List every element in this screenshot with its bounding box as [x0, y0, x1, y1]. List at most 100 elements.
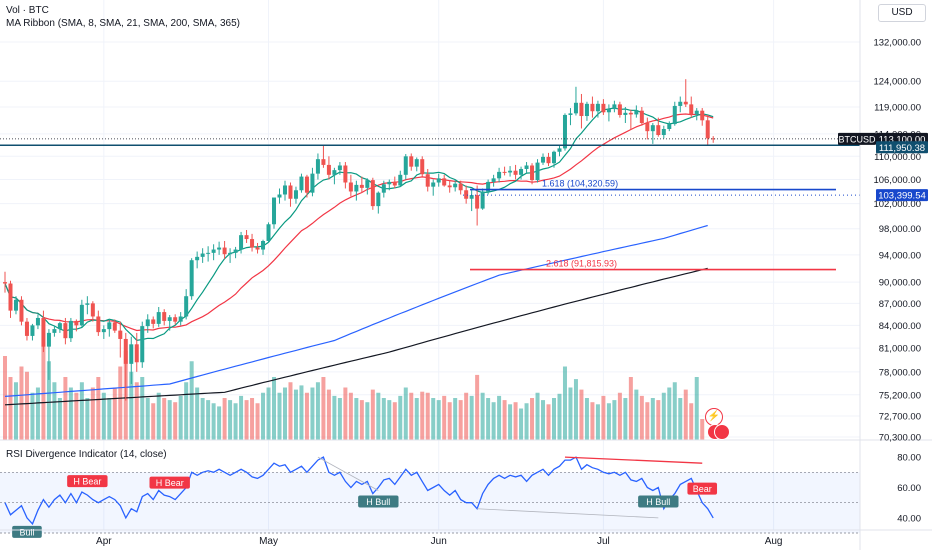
candle-body — [101, 329, 106, 333]
grid — [0, 0, 860, 530]
candle-body — [173, 317, 178, 322]
volume-bar — [606, 403, 611, 440]
candle-body — [156, 312, 161, 324]
price-tick-label: 110,000.00 — [874, 152, 921, 163]
candle-body — [398, 174, 403, 186]
volume-bar — [222, 398, 227, 440]
rsi-signal-bg — [687, 482, 718, 495]
ma365-line — [4, 267, 708, 406]
volume-bar — [272, 377, 277, 440]
price-tick-label: 72,700.00 — [879, 411, 921, 422]
price-tick-label: 75,200.00 — [879, 390, 921, 401]
volume-bar — [332, 395, 337, 440]
dotted-price-tag: 103,399.54 — [878, 191, 926, 202]
candle-body — [74, 320, 79, 326]
candle-body — [272, 197, 277, 225]
volume-bar — [628, 377, 633, 440]
candle-body — [562, 114, 567, 149]
candle-body — [628, 112, 633, 115]
volume-bar — [634, 389, 639, 440]
candle-body — [19, 299, 24, 322]
volume-bar — [376, 392, 381, 440]
rsi-legend[interactable]: RSI Divergence Indicator (14, close) — [6, 449, 167, 460]
volume-bar — [63, 377, 68, 440]
candles — [3, 79, 716, 401]
volume-bar — [678, 398, 683, 440]
volume-bar — [167, 400, 172, 440]
rsi-signal-bg — [638, 495, 679, 508]
candle-body — [3, 282, 7, 284]
volume-bar — [228, 400, 233, 440]
volume-bar — [321, 377, 326, 440]
candle-body — [595, 103, 600, 112]
candle-body — [195, 256, 200, 261]
volume-bar — [541, 400, 546, 440]
candle-body — [656, 125, 661, 136]
candle-body — [513, 170, 518, 175]
volume-bar — [74, 392, 79, 440]
candle-body — [189, 260, 194, 297]
volume-bar — [513, 402, 518, 440]
volume-bar — [173, 402, 178, 440]
volume-bar — [277, 392, 282, 440]
candle-body — [590, 103, 595, 112]
candle-body — [645, 123, 650, 132]
volume-bar — [35, 387, 40, 440]
candle-body — [502, 171, 507, 173]
volume-bar — [683, 389, 688, 440]
volume-bar — [200, 398, 205, 440]
volume-bar — [261, 392, 266, 440]
fib-1618-label: 1.618 (104,320.59) — [542, 179, 618, 189]
volume-bar — [101, 392, 106, 440]
candle-body — [672, 105, 677, 125]
volume-bar — [595, 404, 600, 440]
event-flag-icon[interactable] — [714, 424, 730, 440]
candle-body — [546, 156, 551, 164]
volume-bar — [178, 395, 183, 440]
candle-body — [261, 241, 266, 250]
volume-bar — [464, 392, 469, 440]
fib-levels: 1.618 (104,320.59) 2.618 (91,815.93) — [470, 179, 836, 271]
volume-bar — [211, 403, 216, 440]
candle-body — [475, 195, 480, 209]
candle-body — [217, 247, 222, 250]
rsi-signal-bg — [149, 476, 190, 489]
candle-body — [293, 190, 298, 199]
fib-2618-label: 2.618 (91,815.93) — [546, 259, 617, 269]
volume-bar — [68, 387, 73, 440]
candle-body — [623, 112, 628, 115]
candle-body — [667, 124, 672, 129]
volume-bar — [502, 400, 507, 440]
candle-body — [497, 171, 502, 179]
volume-legend[interactable]: Vol · BTC — [6, 5, 49, 16]
candle-body — [601, 103, 606, 113]
ma-ribbon-legend[interactable]: MA Ribbon (SMA, 8, SMA, 21, SMA, 200, SM… — [6, 18, 240, 29]
volume-bar — [46, 361, 51, 440]
candle-body — [700, 110, 705, 121]
volume-bar — [639, 395, 644, 440]
volume-bar — [453, 398, 458, 440]
candle-body — [337, 165, 342, 171]
volume-bar — [552, 398, 556, 440]
candle-body — [35, 317, 40, 326]
candle-body — [634, 110, 639, 115]
volume-bar — [420, 391, 425, 440]
currency-button[interactable]: USD — [878, 4, 926, 22]
volume-bar — [409, 392, 414, 440]
volume-bar — [508, 404, 513, 440]
candle-body — [288, 185, 293, 199]
volume-bar — [140, 377, 145, 440]
volume-bar — [617, 392, 622, 440]
candle-body — [266, 224, 271, 242]
volume-bar — [436, 400, 441, 440]
volume-bar — [475, 374, 480, 440]
candle-body — [381, 184, 386, 193]
volume-bar — [370, 389, 375, 440]
symbol-tag-bg — [838, 132, 876, 145]
level-price-tag: 111,950.38 — [879, 143, 925, 154]
price-lines — [0, 138, 860, 196]
candle-body — [442, 178, 447, 186]
candle-body — [107, 322, 112, 330]
candle-body — [299, 176, 304, 191]
